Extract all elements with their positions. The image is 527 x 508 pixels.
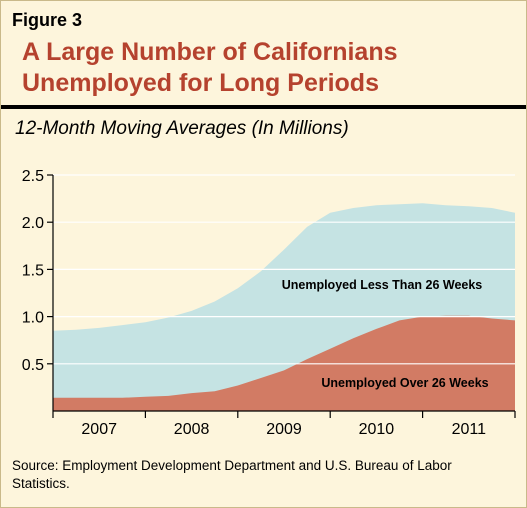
figure-label: Figure 3 bbox=[12, 10, 83, 30]
y-tick-label-1.5: 1.5 bbox=[22, 262, 44, 279]
x-tick-label-2010: 2010 bbox=[359, 421, 395, 438]
y-tick-label-1.0: 1.0 bbox=[22, 310, 44, 327]
y-axis-ticks: 0.5 1.0 1.5 2.0 2.5 bbox=[22, 168, 53, 374]
gridlines bbox=[53, 174, 515, 365]
chart-axes bbox=[52, 175, 515, 412]
y-tick-label-2.0: 2.0 bbox=[22, 215, 44, 232]
x-tick-label-2011: 2011 bbox=[452, 421, 487, 438]
series-area-over-26-weeks bbox=[53, 315, 515, 411]
series-label-short-term: Unemployed Less Than 26 Weeks bbox=[282, 278, 483, 292]
y-tick-label-2.5: 2.5 bbox=[22, 168, 44, 185]
header-divider bbox=[1, 105, 526, 109]
x-axis-ticks: 2007 2008 2009 2010 2011 bbox=[52, 411, 516, 438]
figure-title: A Large Number of Californians Unemploye… bbox=[22, 38, 398, 97]
chart-areas bbox=[53, 203, 515, 411]
series-label-long-term: Unemployed Over 26 Weeks bbox=[321, 376, 488, 390]
area-chart: 0.5 1.0 1.5 2.0 2.5 2007 2008 2009 2010 2011 Une… bbox=[22, 168, 516, 438]
source-note: Source: Employment Development Departmen… bbox=[12, 458, 452, 491]
chart-subtitle: 12-Month Moving Averages (In Millions) bbox=[15, 118, 349, 139]
x-tick-label-2007: 2007 bbox=[81, 421, 117, 438]
x-tick-label-2009: 2009 bbox=[266, 421, 302, 438]
x-tick-label-2008: 2008 bbox=[174, 421, 210, 438]
series-labels: Unemployed Less Than 26 Weeks Unemployed… bbox=[282, 278, 489, 390]
y-tick-label-0.5: 0.5 bbox=[22, 357, 44, 374]
figure-header: Figure 3 A Large Number of Californians … bbox=[1, 1, 526, 105]
